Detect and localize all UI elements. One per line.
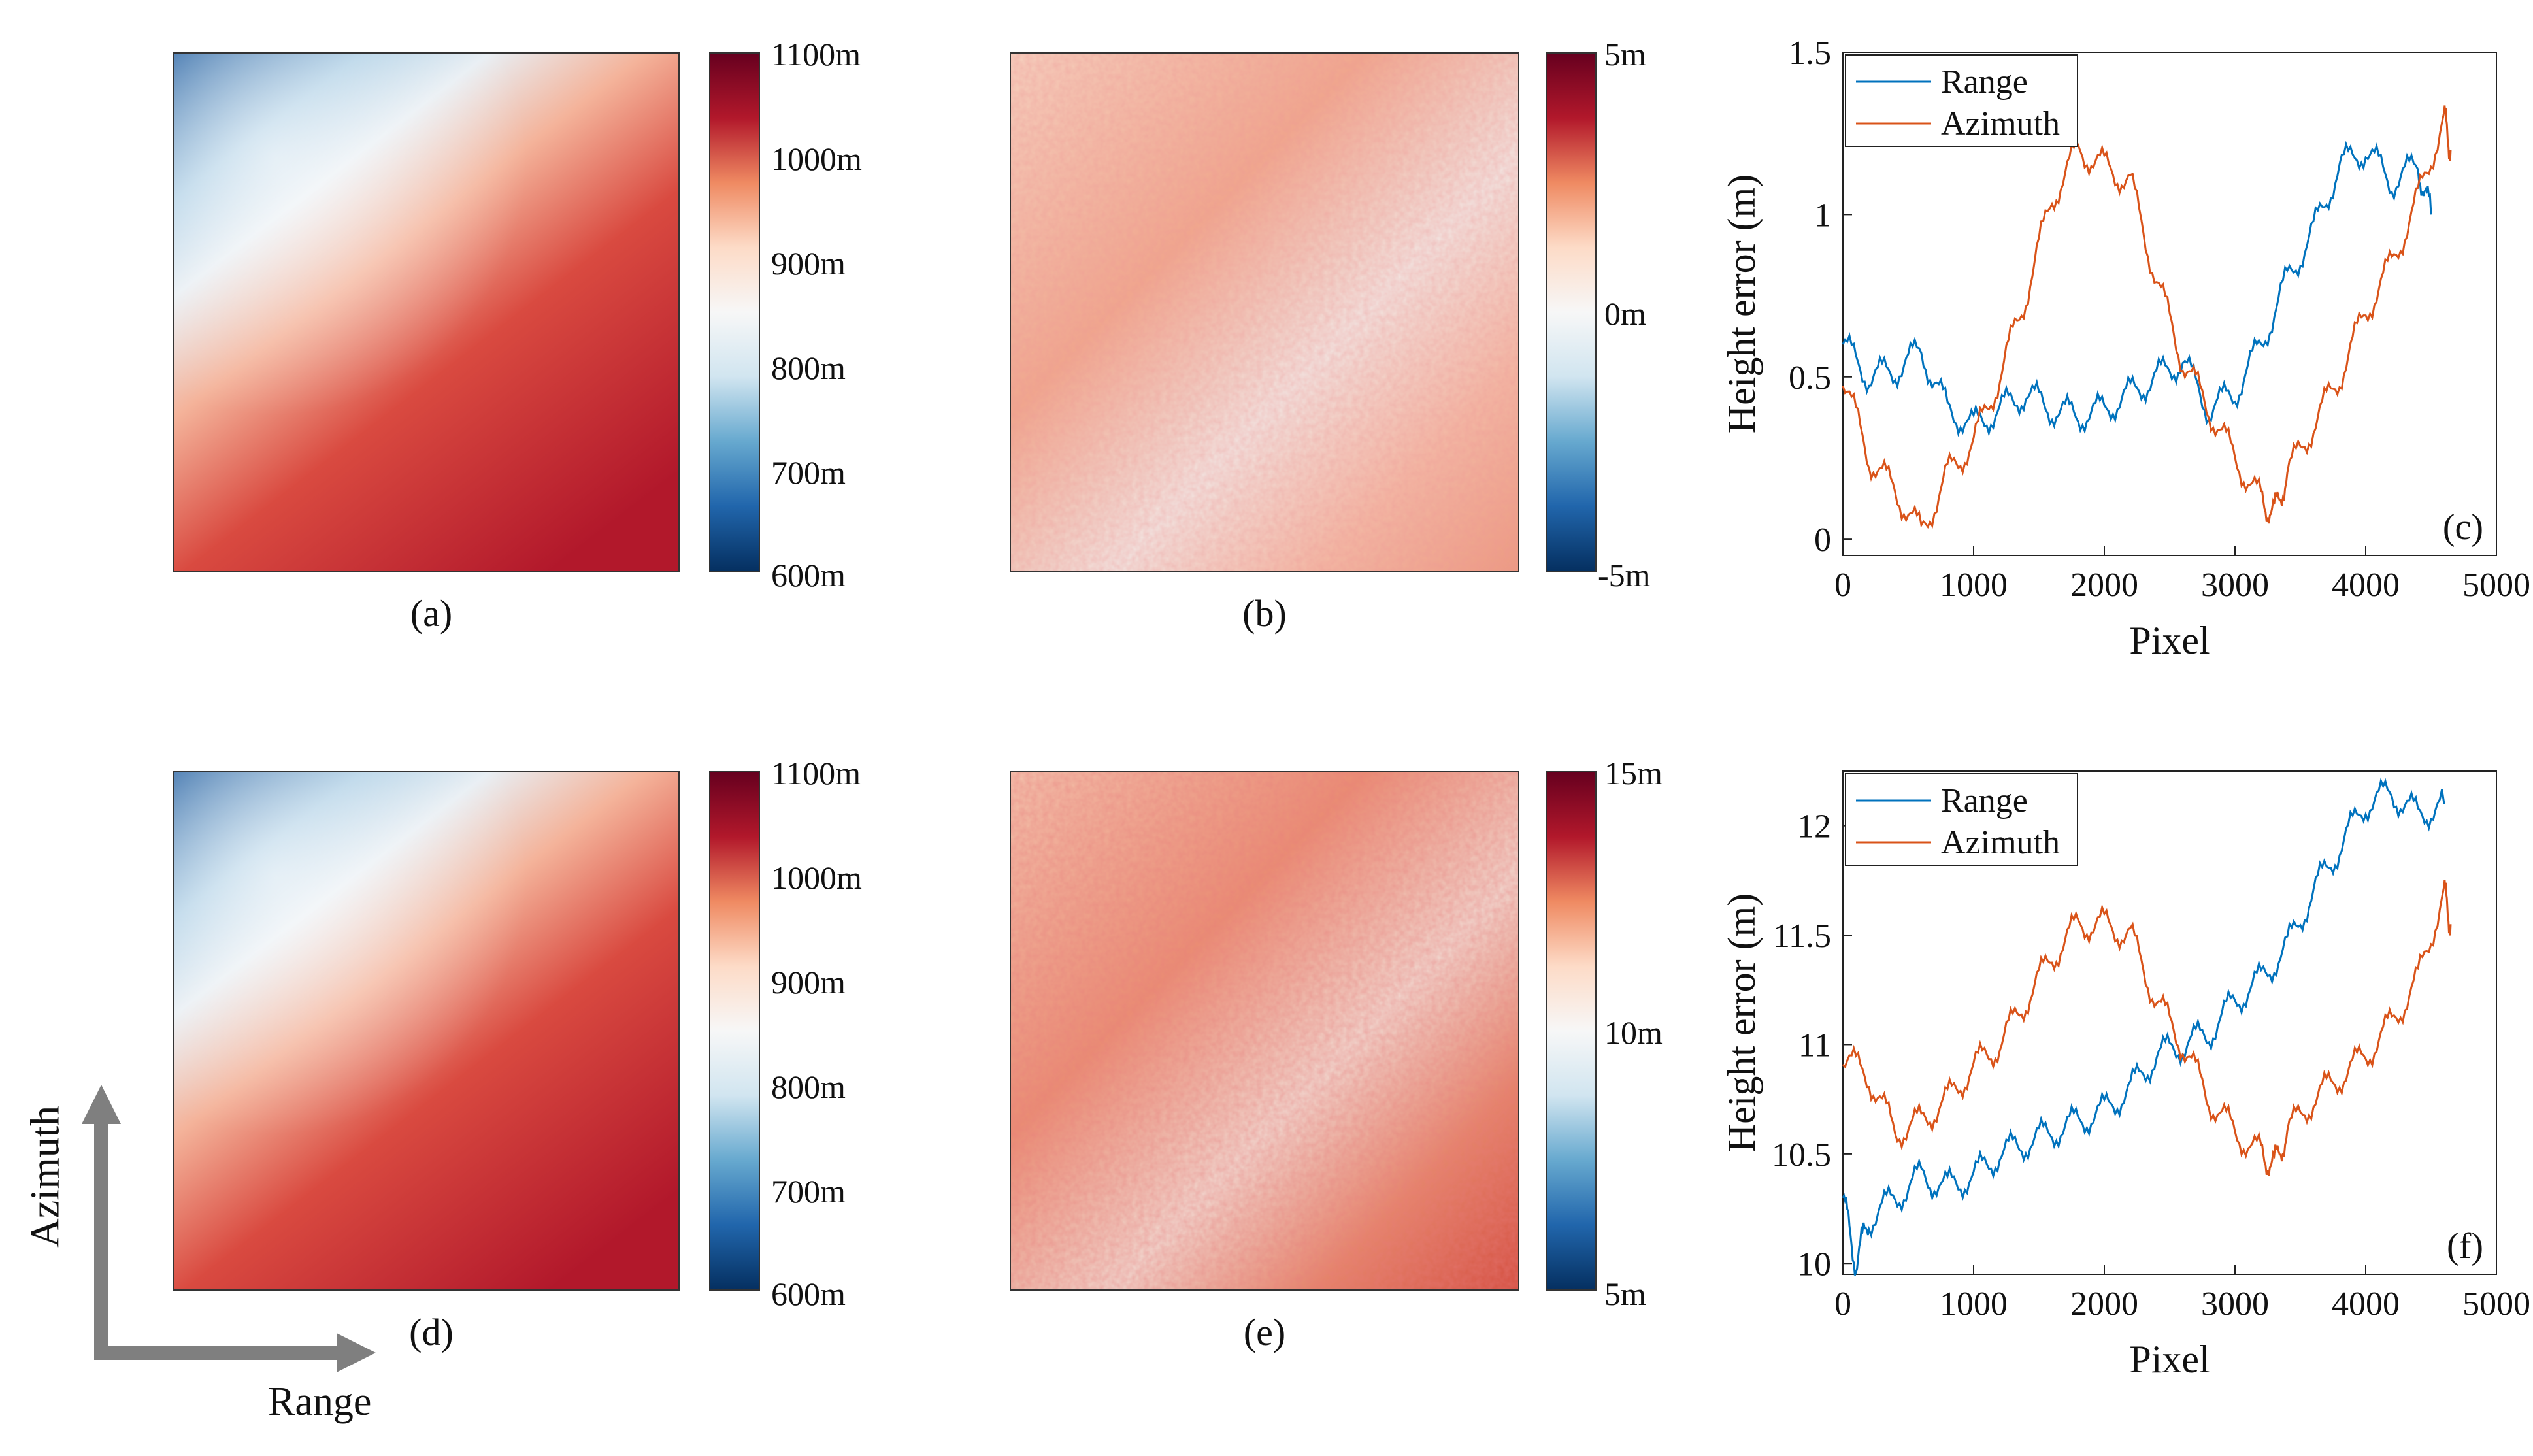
colorbar-e [1546,771,1597,1291]
legend-label: Range [1941,782,2028,819]
y-tick-label: 10.5 [1772,1136,1831,1174]
caption-e: (e) [1243,1311,1286,1353]
range-label: Range [268,1380,372,1424]
legend-label: Range [1941,63,2028,101]
colorbar-a-tick: 600m [771,557,846,593]
x-axis-label: Pixel [2129,1338,2210,1381]
y-tick-label: 10 [1797,1246,1831,1283]
x-tick-label: 3000 [2201,1285,2269,1323]
azimuth-label: Azimuth [23,1106,68,1248]
x-tick-label: 5000 [2462,567,2530,604]
y-tick-label: 1.5 [1789,35,1831,72]
caption-b: (b) [1242,592,1287,635]
y-tick-label: 11.5 [1773,918,1831,955]
series-line-azimuth [1842,880,2452,1176]
colorbar-e-tick: 5m [1604,1276,1646,1312]
caption-a: (a) [410,592,453,635]
colorbar-a-tick: 700m [771,454,846,491]
colorbar-a-tick: 900m [771,245,846,282]
colorbar-a [709,52,760,572]
colorbar-a-tick: 1100m [771,36,861,73]
colorbar-a-tick: 1000m [771,141,862,177]
legend-box [1845,54,2078,147]
caption-d: (d) [409,1311,454,1353]
dem-map-d [173,771,680,1291]
colorbar-d [709,771,760,1291]
colorbar-d-tick: 700m [771,1173,846,1210]
x-tick-label: 2000 [2070,567,2138,604]
colorbar-b-tick: 5m [1604,36,1646,73]
y-tick-label: 11 [1798,1027,1831,1064]
range-arrowhead [337,1333,376,1372]
azimuth-arrowhead [82,1085,121,1124]
colorbar-b-tick: -5m [1598,557,1651,593]
colorbar-d-tick: 900m [771,964,846,1001]
series-line-azimuth [1842,105,2452,529]
colorbar-d-tick: 1000m [771,859,862,896]
x-tick-label: 4000 [2332,1285,2400,1323]
y-tick-label: 0.5 [1789,359,1831,397]
y-tick-label: 12 [1797,808,1831,846]
x-axis-label: Pixel [2129,619,2210,662]
colorbar-a-tick: 800m [771,350,846,386]
x-tick-label: 1000 [1940,1285,2008,1323]
colorbar-b [1546,52,1597,572]
series-line-range [1842,141,2432,437]
axis-arrows [82,1085,376,1372]
x-tick-label: 1000 [1940,567,2008,604]
colorbar-d-tick: 800m [771,1068,846,1105]
legend-label: Azimuth [1941,105,2060,142]
x-tick-label: 0 [1834,1285,1851,1323]
series-line-range [1842,777,2445,1276]
legend-box [1845,773,2078,866]
x-tick-label: 5000 [2462,1285,2530,1323]
x-tick-label: 3000 [2201,567,2269,604]
legend-label: Azimuth [1941,824,2060,861]
panel-label: (c) [2443,507,2483,548]
y-axis-label: Height error (m) [1720,893,1763,1153]
dem-map-a [173,52,680,572]
error-map-e [1010,771,1519,1291]
line-chart-c: 0 1000 2000 3000 4000 5000 0 0.5 1 1.5 Pixel Height… [1720,35,2530,662]
panel-label: (f) [2447,1226,2483,1266]
x-tick-label: 4000 [2332,567,2400,604]
y-tick-label: 1 [1814,197,1831,234]
y-tick-label: 0 [1814,521,1831,559]
colorbar-e-tick: 15m [1604,755,1663,791]
colorbar-b-tick: 0m [1604,295,1646,332]
colorbar-d-tick: 1100m [771,755,861,791]
line-chart-f: 0 1000 2000 3000 4000 5000 10 10.5 11 11.5 12 Pixel… [1720,770,2530,1381]
colorbar-d-tick: 600m [771,1276,846,1312]
y-axis-label: Height error (m) [1720,174,1763,434]
x-tick-label: 0 [1834,567,1851,604]
x-tick-label: 2000 [2070,1285,2138,1323]
colorbar-e-tick: 10m [1604,1014,1663,1051]
error-map-b [1010,52,1519,572]
